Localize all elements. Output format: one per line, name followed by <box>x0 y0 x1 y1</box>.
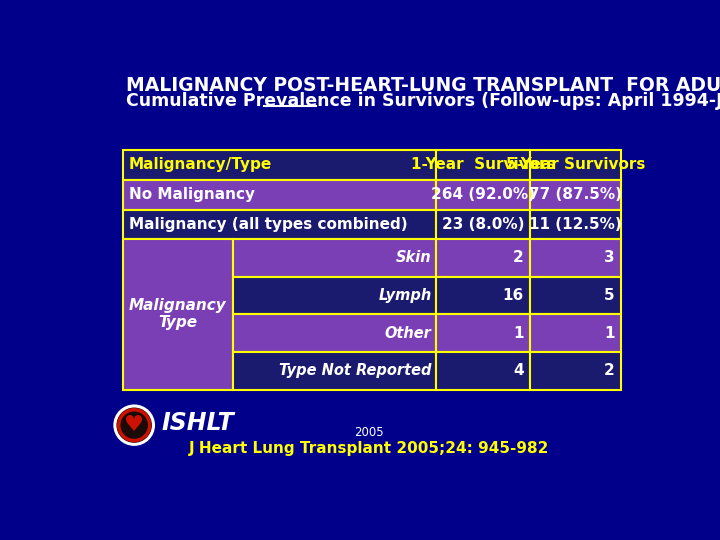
Text: 5: 5 <box>604 288 615 303</box>
Bar <box>436 239 530 276</box>
Text: 1-Year  Survivors: 1-Year Survivors <box>411 157 556 172</box>
Bar <box>530 352 621 390</box>
Bar <box>530 276 621 314</box>
Bar <box>436 314 530 352</box>
Text: 5-Year Survivors: 5-Year Survivors <box>506 157 645 172</box>
Text: Cumulative Prevalence in Survivors (Follow-ups: April 1994-June 2004): Cumulative Prevalence in Survivors (Foll… <box>126 92 720 110</box>
Bar <box>436 352 530 390</box>
Bar <box>122 239 233 390</box>
Text: MALIGNANCY POST-HEART-LUNG TRANSPLANT  FOR ADULTS: MALIGNANCY POST-HEART-LUNG TRANSPLANT FO… <box>126 76 720 95</box>
Text: 2005: 2005 <box>354 426 384 438</box>
Text: Lymph: Lymph <box>379 288 432 303</box>
Text: 23 (8.0%): 23 (8.0%) <box>442 217 525 232</box>
Text: No Malignancy: No Malignancy <box>129 187 255 202</box>
Bar <box>530 314 621 352</box>
Text: Other: Other <box>385 326 432 341</box>
Circle shape <box>114 405 154 445</box>
Text: Skin: Skin <box>396 250 432 265</box>
Text: 1: 1 <box>513 326 524 341</box>
Text: 3: 3 <box>604 250 615 265</box>
Bar <box>233 276 436 314</box>
Text: Type Not Reported: Type Not Reported <box>279 363 432 379</box>
Text: 1: 1 <box>604 326 615 341</box>
Bar <box>530 210 621 239</box>
Text: Malignancy
Type: Malignancy Type <box>129 298 227 330</box>
Text: ♥: ♥ <box>124 415 144 435</box>
Circle shape <box>117 408 151 442</box>
Bar <box>530 239 621 276</box>
Bar <box>436 150 530 180</box>
Text: 11 (12.5%): 11 (12.5%) <box>529 217 622 232</box>
Text: Malignancy/Type: Malignancy/Type <box>129 157 272 172</box>
Bar <box>530 180 621 210</box>
Text: 2: 2 <box>513 250 524 265</box>
Bar <box>436 180 530 210</box>
Text: 77 (87.5%): 77 (87.5%) <box>529 187 622 202</box>
Text: Malignancy (all types combined): Malignancy (all types combined) <box>129 217 408 232</box>
Bar <box>530 150 621 180</box>
Text: 264 (92.0%): 264 (92.0%) <box>431 187 535 202</box>
Text: J Heart Lung Transplant 2005;24: 945-982: J Heart Lung Transplant 2005;24: 945-982 <box>189 441 549 456</box>
Text: 4: 4 <box>513 363 524 379</box>
Bar <box>436 276 530 314</box>
Bar <box>233 352 436 390</box>
Text: ISHLT: ISHLT <box>161 411 234 435</box>
Bar <box>122 210 436 239</box>
Text: 16: 16 <box>503 288 524 303</box>
Text: 2: 2 <box>604 363 615 379</box>
Bar <box>233 239 436 276</box>
Bar <box>436 210 530 239</box>
Bar <box>233 314 436 352</box>
Bar <box>122 150 436 180</box>
Bar <box>122 180 436 210</box>
